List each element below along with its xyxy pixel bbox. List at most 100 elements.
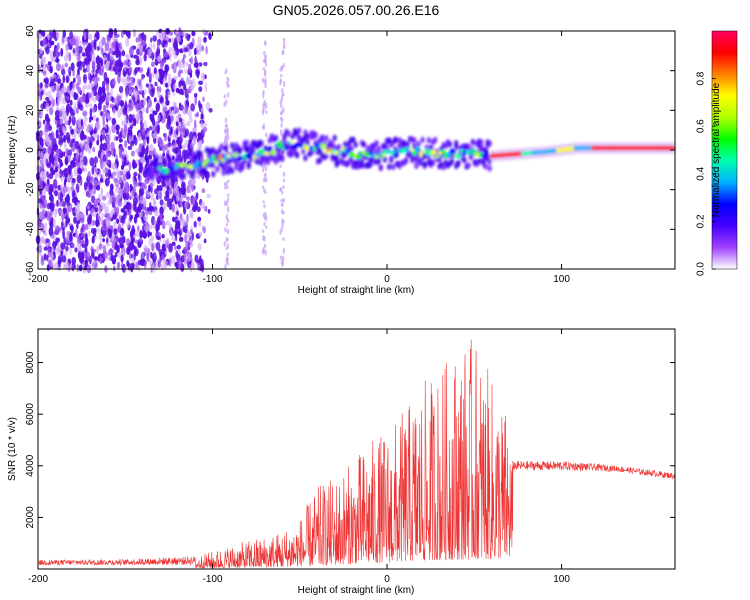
spectrogram-noise-cell <box>39 180 44 191</box>
spectrogram-trace-cell <box>273 134 279 142</box>
spectrogram-noise-cell <box>53 180 58 187</box>
spectrogram-noise-cell <box>224 134 228 139</box>
spectrogram-noise-cell <box>178 230 182 237</box>
spectrogram-noise-cell <box>141 145 145 154</box>
spectrogram-noise-cell <box>82 92 86 103</box>
spectrogram-trace-cell <box>454 143 459 150</box>
spectrogram-noise-cell <box>89 73 92 84</box>
spectrogram-noise-cell <box>106 112 110 120</box>
spectrogram-noise-cell <box>84 32 87 41</box>
spectrogram-noise-cell <box>96 31 100 40</box>
spectrogram-noise-cell <box>114 251 118 258</box>
spectrogram-noise-cell <box>185 61 189 67</box>
spectrogram-noise-cell <box>83 266 88 271</box>
spectrogram-noise-cell <box>264 177 268 182</box>
spectrogram-noise-cell <box>262 67 265 71</box>
spectrogram-noise-cell <box>152 42 156 50</box>
spectrogram-noise-cell <box>89 116 94 121</box>
spectrogram-noise-cell <box>109 211 113 220</box>
spectrogram-noise-cell <box>150 235 154 242</box>
spectrogram-noise-cell <box>163 133 168 142</box>
spectrogram-noise-cell <box>223 94 226 99</box>
spectrogram-noise-cell <box>177 260 182 269</box>
spectrogram-noise-cell <box>225 123 228 130</box>
spectrogram-noise-cell <box>226 218 230 224</box>
spectrogram-noise-cell <box>121 130 126 136</box>
spectrogram-noise-cell <box>64 92 69 97</box>
spectrogram-noise-cell <box>141 182 146 189</box>
spectrogram-noise-cell <box>143 197 147 205</box>
spectrogram-trace-cell <box>481 153 487 158</box>
spectrogram-noise-cell <box>128 113 133 124</box>
spectrogram-noise-cell <box>128 202 132 210</box>
spectrogram-noise-cell <box>123 181 129 189</box>
spectrogram-trace-cell <box>405 146 411 153</box>
spectrogram-noise-cell <box>150 88 155 94</box>
spectrogram-trace-cell <box>447 141 453 148</box>
spectrogram-trace-cell <box>320 143 327 149</box>
spectrogram-trace-cell <box>334 154 339 161</box>
spectrogram-trace-cell <box>446 152 452 157</box>
spectrogram-noise-cell <box>280 103 283 109</box>
spectrogram-trace-cell <box>226 154 232 158</box>
spectrogram-noise-cell <box>75 107 79 114</box>
spectrogram-noise-cell <box>189 116 193 123</box>
spectrogram-noise-cell <box>64 116 68 126</box>
spectrogram-trace-cell <box>229 142 235 149</box>
spectrogram-noise-cell <box>73 216 77 224</box>
spectrogram-noise-cell <box>166 237 170 246</box>
spectrogram-noise-cell <box>108 163 112 169</box>
spectrogram-noise-cell <box>57 133 63 140</box>
spectrogram-trace-cell <box>254 152 261 157</box>
spectrogram-noise-cell <box>38 227 42 235</box>
spectrogram-noise-cell <box>157 193 162 200</box>
spectrogram-noise-cell <box>197 216 202 222</box>
colorbar-label: Normalized spectral amplitude <box>711 82 722 217</box>
spectrogram-noise-cell <box>173 230 178 237</box>
spectrogram-noise-cell <box>146 207 150 212</box>
spectrogram-noise-cell <box>189 42 194 50</box>
spectrogram-noise-cell <box>280 202 284 207</box>
spectrogram-noise-cell <box>190 103 196 112</box>
spectrogram-noise-cell <box>155 241 161 251</box>
spectrogram-noise-cell <box>100 226 106 231</box>
spectrogram-noise-cell <box>137 263 141 272</box>
spectrogram-noise-cell <box>46 254 49 262</box>
spectrogram-noise-cell <box>64 37 69 43</box>
spectrogram-noise-cell <box>122 173 127 182</box>
spectrogram-trace-cell <box>378 164 383 171</box>
spectrogram-noise-cell <box>282 247 286 255</box>
colorbar-ticks: 0.0 0.2 0.4 0.6 0.8 <box>696 71 716 276</box>
spectrogram-noise-cell <box>133 216 137 224</box>
spectrogram-trace-cell <box>244 139 249 146</box>
spectrogram-noise-cell <box>108 28 114 36</box>
spectrogram-noise-cell <box>60 36 66 46</box>
spectrogram-noise-cell <box>166 34 170 40</box>
spectrogram-trace-cell <box>456 159 461 167</box>
spectrogram-noise-cell <box>126 75 131 82</box>
spectrogram-noise-cell <box>263 236 266 242</box>
spectrogram-noise-cell <box>171 236 176 241</box>
spectrogram-noise-cell <box>133 29 136 37</box>
spectrogram-noise-cell <box>125 187 130 194</box>
spectrogram-trace-cell <box>215 166 220 173</box>
spectrogram-noise-cell <box>175 203 179 211</box>
spectrogram-noise-cell <box>70 160 75 169</box>
spectrogram-noise-cell <box>90 188 95 195</box>
spectrogram-noise-cell <box>282 199 285 203</box>
spectrogram-noise-cell <box>56 172 61 178</box>
spectrogram-noise-cell <box>226 243 230 249</box>
spectrogram-noise-cell <box>127 145 133 151</box>
spectrogram-noise-cell <box>180 58 186 66</box>
spectrogram-trace-cell <box>208 158 213 164</box>
spectrogram-noise-cell <box>182 226 186 233</box>
spectrogram-trace-cell <box>449 148 456 154</box>
spectrogram-noise-cell <box>39 171 44 180</box>
spectrogram-noise-cell <box>50 85 55 90</box>
spectrogram-noise-cell <box>64 261 70 271</box>
spectrogram-noise-cell <box>279 128 283 136</box>
colorbar-tick-label: 0.4 <box>696 166 707 180</box>
spectrogram-noise-cell <box>168 73 172 80</box>
spectrogram-trace-cell <box>171 167 175 172</box>
snr-x-tick-label: 100 <box>553 574 570 585</box>
